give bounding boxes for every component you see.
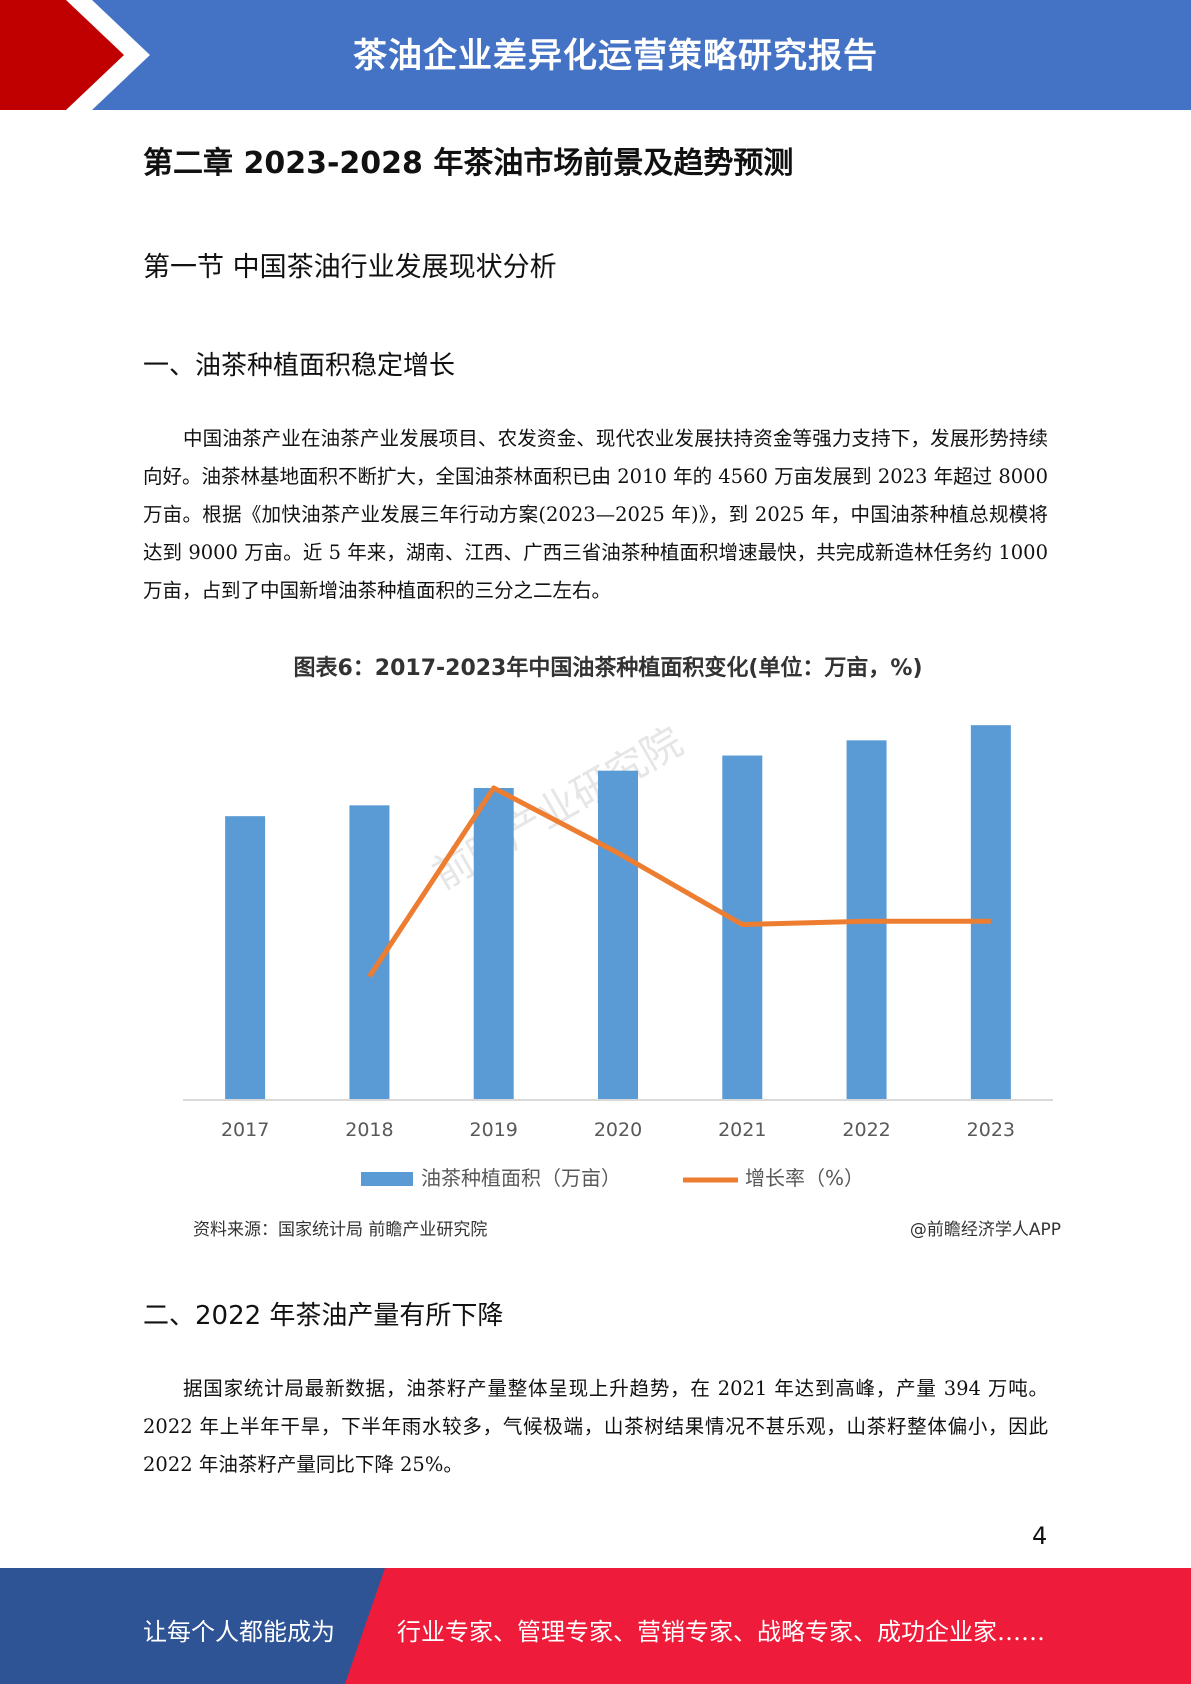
chart-brand: @前瞻经济学人APP bbox=[909, 1220, 1061, 1240]
x-tick-label-2019: 2019 bbox=[470, 1119, 518, 1141]
header-bar: 茶油企业差异化运营策略研究报告 bbox=[0, 0, 1191, 110]
bar-2023 bbox=[970, 725, 1011, 1100]
header-chevron-decoration bbox=[0, 0, 150, 110]
paragraph-1: 中国油茶产业在油茶产业发展项目、农发资金、现代农业发展扶持资金等强力支持下，发展… bbox=[143, 427, 1048, 602]
legend-bar-label: 油茶种植面积（万亩） bbox=[421, 1166, 621, 1190]
subsection-title-2: 二、2022 年茶油产量有所下降 bbox=[143, 1301, 504, 1331]
legend-bar-swatch bbox=[361, 1172, 413, 1186]
bar-2017 bbox=[225, 816, 266, 1100]
x-tick-label-2020: 2020 bbox=[594, 1119, 642, 1141]
page-number: 4 bbox=[1032, 1522, 1048, 1550]
footer-slogan-right: 行业专家、管理专家、营销专家、战略专家、成功企业家…… bbox=[397, 1618, 1045, 1646]
x-tick-label-2023: 2023 bbox=[967, 1119, 1015, 1141]
subsection-title-1: 一、油茶种植面积稳定增长 bbox=[143, 351, 456, 381]
bar-2021 bbox=[722, 755, 763, 1100]
paragraph-2: 据国家统计局最新数据，油茶籽产量整体呈现上升趋势，在 2021 年达到高峰，产量… bbox=[143, 1377, 1048, 1476]
footer-bar: 让每个人都能成为 行业专家、管理专家、营销专家、战略专家、成功企业家…… bbox=[0, 1568, 1191, 1684]
legend-line-label: 增长率（%） bbox=[745, 1166, 864, 1190]
bar-2020 bbox=[598, 770, 638, 1100]
x-tick-label-2017: 2017 bbox=[221, 1119, 269, 1141]
x-tick-label-2022: 2022 bbox=[842, 1119, 890, 1141]
document-header-title: 茶油企业差异化运营策略研究报告 bbox=[353, 36, 878, 76]
x-tick-label-2018: 2018 bbox=[345, 1119, 393, 1141]
bar-2019 bbox=[473, 788, 514, 1100]
footer-background bbox=[0, 1568, 1191, 1684]
chart-source: 资料来源：国家统计局 前瞻产业研究院 bbox=[193, 1220, 488, 1240]
growth-rate-line bbox=[367, 785, 991, 978]
section-title: 第一节 中国茶油行业发展现状分析 bbox=[143, 252, 557, 283]
chart-title: 图表6：2017-2023年中国油茶种植面积变化(单位：万亩，%) bbox=[293, 656, 923, 681]
footer-slogan-left: 让每个人都能成为 bbox=[143, 1618, 335, 1646]
chapter-title: 第二章 2023-2028 年茶油市场前景及趋势预测 bbox=[143, 146, 794, 181]
x-tick-label-2021: 2021 bbox=[718, 1119, 766, 1141]
